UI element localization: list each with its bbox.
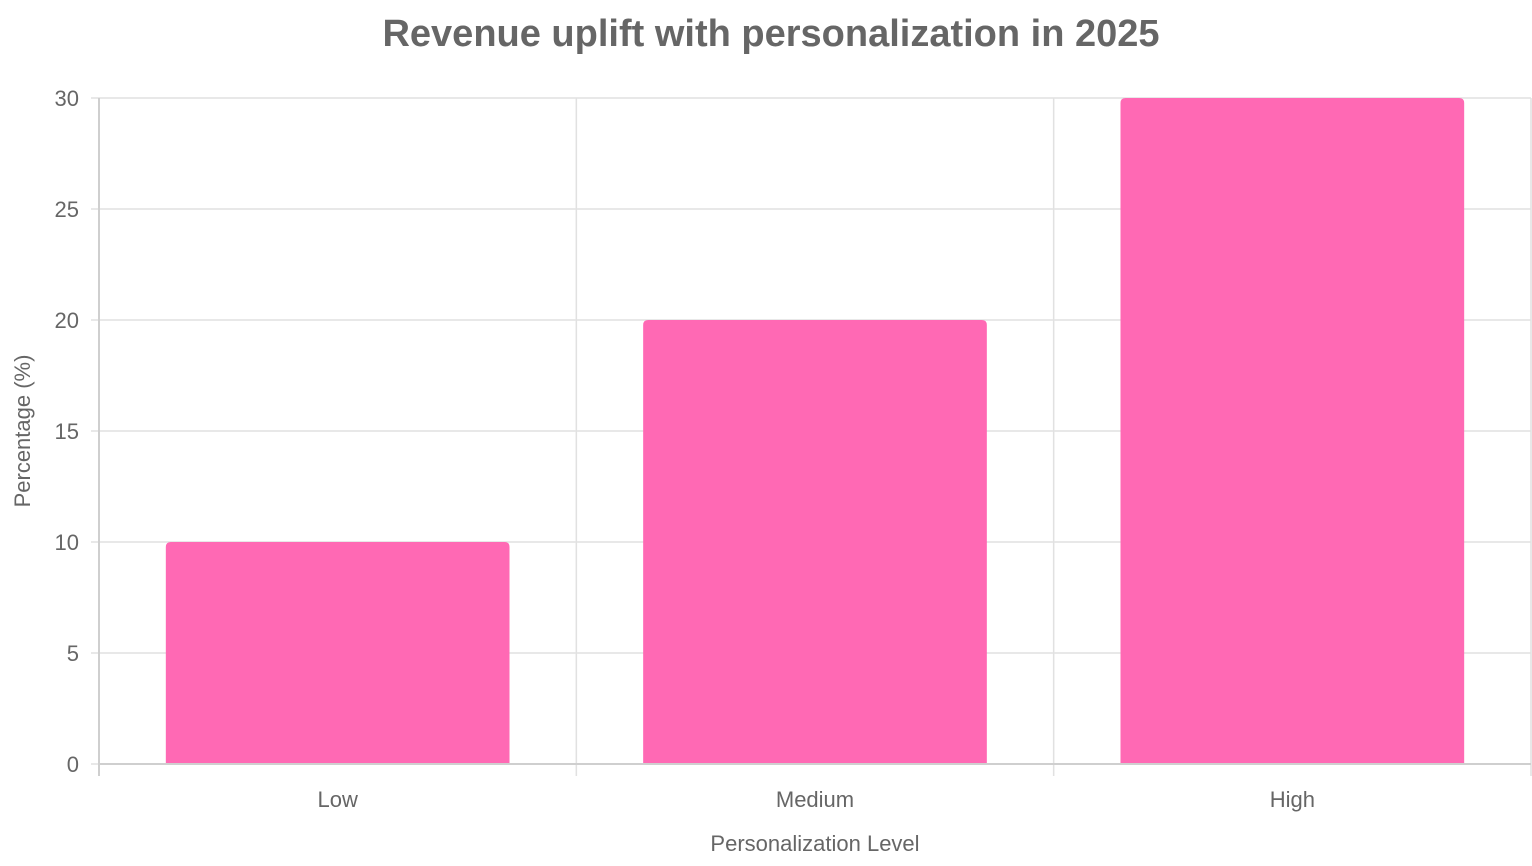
y-tick-label: 30 [55,86,79,111]
bar-low[interactable] [165,542,510,764]
x-tick-label: Low [317,787,357,812]
x-axis-title: Personalization Level [710,831,919,856]
x-tick-label: Medium [776,787,854,812]
bar-medium[interactable] [643,320,987,764]
y-tick-label: 5 [67,641,79,666]
y-axis-title: Percentage (%) [10,355,35,508]
y-tick-label: 0 [67,752,79,777]
axes [98,98,1531,776]
tick-labels: 0 5 10 15 20 25 30 Low Medium High [55,86,1315,812]
y-tick-label: 20 [55,308,79,333]
chart-title: Revenue uplift with personalization in 2… [382,13,1159,55]
y-tick-label: 15 [55,419,79,444]
y-tick-label: 25 [55,197,79,222]
bars [165,98,1465,764]
bar-high[interactable] [1120,98,1465,764]
x-tick-label: High [1270,787,1315,812]
y-tick-label: 10 [55,530,79,555]
